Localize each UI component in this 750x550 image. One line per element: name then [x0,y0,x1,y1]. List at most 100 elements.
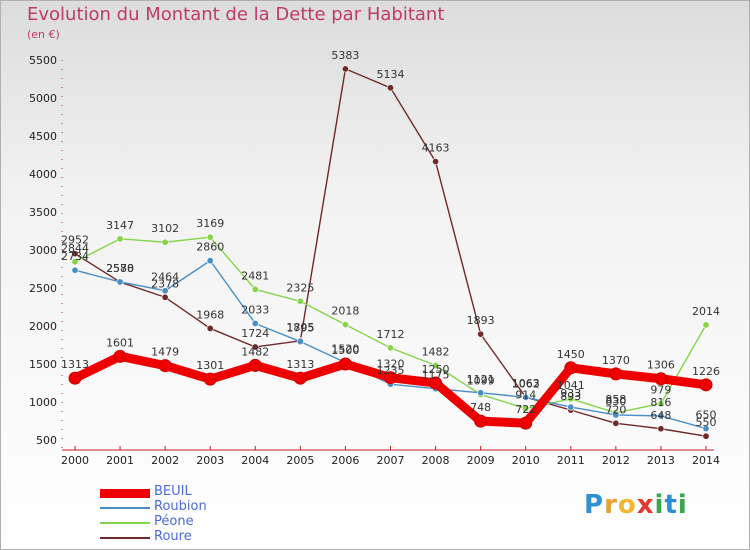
x-tick-label: 2013 [647,454,675,467]
data-label: 1121 [467,373,495,386]
x-tick-label: 2000 [61,454,89,467]
data-label: 933 [560,387,581,400]
x-tick-label: 2010 [512,454,540,467]
data-label: 1482 [422,345,450,358]
data-label: 2464 [151,271,179,284]
data-point [612,419,620,427]
data-label: 1313 [61,358,89,371]
chart-title: Evolution du Montant de la Dette par Hab… [27,4,445,25]
data-point [386,84,394,92]
logo-letter: t [664,490,678,520]
data-point [71,266,79,274]
x-tick-label: 2009 [467,454,495,467]
data-point [657,412,665,420]
data-label: 1795 [286,322,314,335]
data-point [206,233,214,241]
data-point [429,376,443,390]
data-point [293,371,307,385]
data-label: 1500 [331,344,359,357]
data-label: 2018 [331,305,359,318]
data-label: 1724 [241,327,269,340]
data-label: 5383 [331,49,359,62]
data-point [699,378,713,392]
data-point [296,297,304,305]
x-tick-label: 2006 [331,454,359,467]
data-label: 2378 [151,277,179,290]
data-label: 1313 [286,358,314,371]
data-point [113,349,127,363]
data-point [609,367,623,381]
data-point [203,372,217,386]
data-point [567,395,575,403]
data-point [519,416,533,430]
data-point [477,389,485,397]
data-point [702,432,710,440]
data-point [206,324,214,332]
data-point [702,425,710,433]
data-label: 1041 [557,379,585,392]
y-tick-label: 3000 [29,244,57,257]
data-label: 2033 [241,303,269,316]
data-point [161,293,169,301]
data-point [116,278,124,286]
x-tick-label: 2011 [557,454,585,467]
logo-letter: r [604,490,618,520]
x-tick-label: 2012 [602,454,630,467]
data-point [248,358,262,372]
logo-letter: i [654,490,665,520]
data-label: 1063 [512,377,540,390]
data-point [432,158,440,166]
data-point [474,414,488,428]
data-point [251,343,259,351]
data-label: 1601 [106,336,134,349]
data-label: 2578 [106,262,134,275]
x-tick-label: 2008 [422,454,450,467]
data-point [522,393,530,401]
data-label: 648 [650,409,671,422]
legend-label: Roubion [154,499,207,514]
data-label: 1062 [512,377,540,390]
logo-letter: x [636,490,655,520]
data-label: 816 [650,396,671,409]
data-label: 1479 [151,346,179,359]
data-point [341,321,349,329]
data-label: 1712 [377,328,405,341]
data-label: 2860 [196,241,224,254]
data-label: 1968 [196,308,224,321]
data-label: 720 [605,403,626,416]
data-point [71,258,79,266]
y-tick-label: 5500 [29,54,57,67]
data-label: 893 [560,390,581,403]
data-point [522,405,530,413]
x-tick-label: 2005 [286,454,314,467]
data-point [567,403,575,411]
data-label: 722 [515,403,536,416]
data-label: 1235 [377,364,405,377]
data-label: 650 [696,409,717,422]
data-label: 5134 [377,68,405,81]
x-tick-label: 2001 [106,454,134,467]
data-point [386,344,394,352]
legend-label: BEUIL [154,484,192,499]
data-point [432,361,440,369]
x-tick-label: 2003 [196,454,224,467]
proxiti-logo: Proxiti [584,490,688,520]
data-label: 3147 [106,219,134,232]
data-point [296,338,304,346]
y-tick-label: 2000 [29,320,57,333]
y-tick-label: 1500 [29,358,57,371]
y-tick-label: 4500 [29,130,57,143]
data-point [161,287,169,295]
data-label: 1805 [286,321,314,334]
data-label: 3102 [151,222,179,235]
legend-swatch [100,507,150,509]
x-tick-label: 2007 [377,454,405,467]
data-point [206,257,214,265]
data-label: 1301 [196,359,224,372]
data-point [341,65,349,73]
legend-label: Roure [154,529,192,544]
legend-swatch [100,522,150,524]
data-label: 1306 [647,359,675,372]
data-label: 748 [470,401,491,414]
